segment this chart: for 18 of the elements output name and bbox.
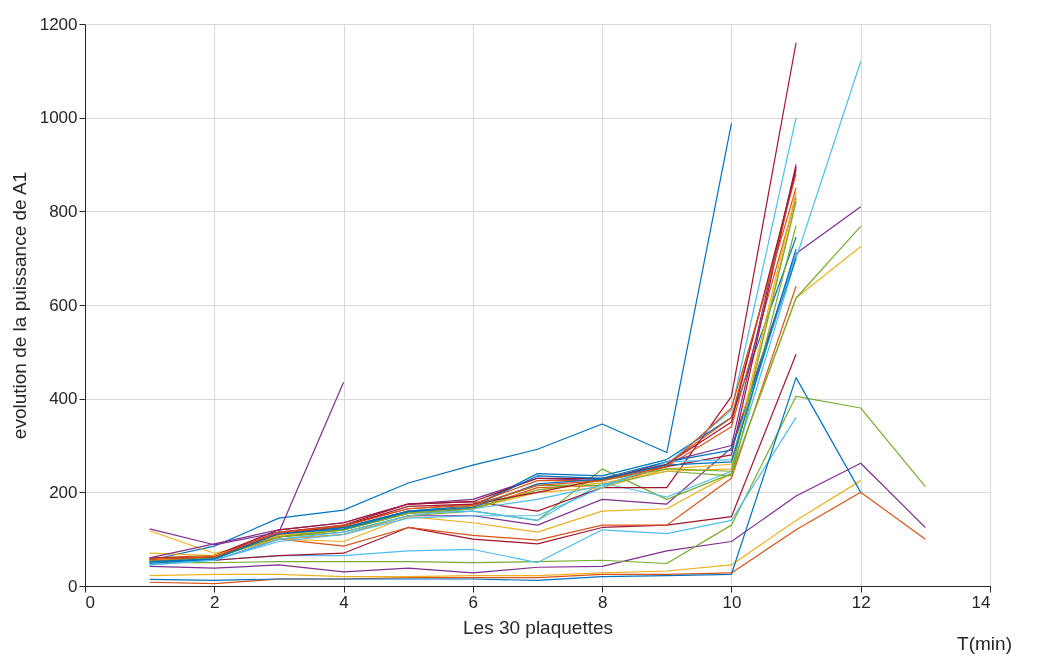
y-tick-label: 400 — [49, 389, 78, 409]
x-tick-label: 10 — [722, 592, 742, 612]
x-tick-label: 8 — [597, 592, 608, 612]
y-tick-label: 1200 — [39, 14, 78, 34]
text: T(min) — [957, 633, 1012, 654]
y-tick-label: 800 — [49, 201, 78, 221]
x-tick-label: 2 — [210, 592, 220, 612]
x-tick-label: 6 — [468, 592, 479, 612]
x-tick-label: 4 — [339, 592, 349, 612]
y-tick-label: 600 — [49, 295, 78, 315]
y-tick-label: 200 — [49, 482, 78, 502]
x-tick-label: 0 — [85, 592, 95, 612]
y-axis-title: evolution de la puissance de A1 — [8, 171, 30, 440]
y-tick-label: 0 — [68, 576, 78, 596]
x-tick-label: 14 — [971, 592, 991, 612]
y-tick-label: 1000 — [39, 108, 78, 128]
x-axis-title: Les 30 plaquettes — [462, 616, 614, 638]
x-tick-label: 12 — [851, 592, 871, 612]
